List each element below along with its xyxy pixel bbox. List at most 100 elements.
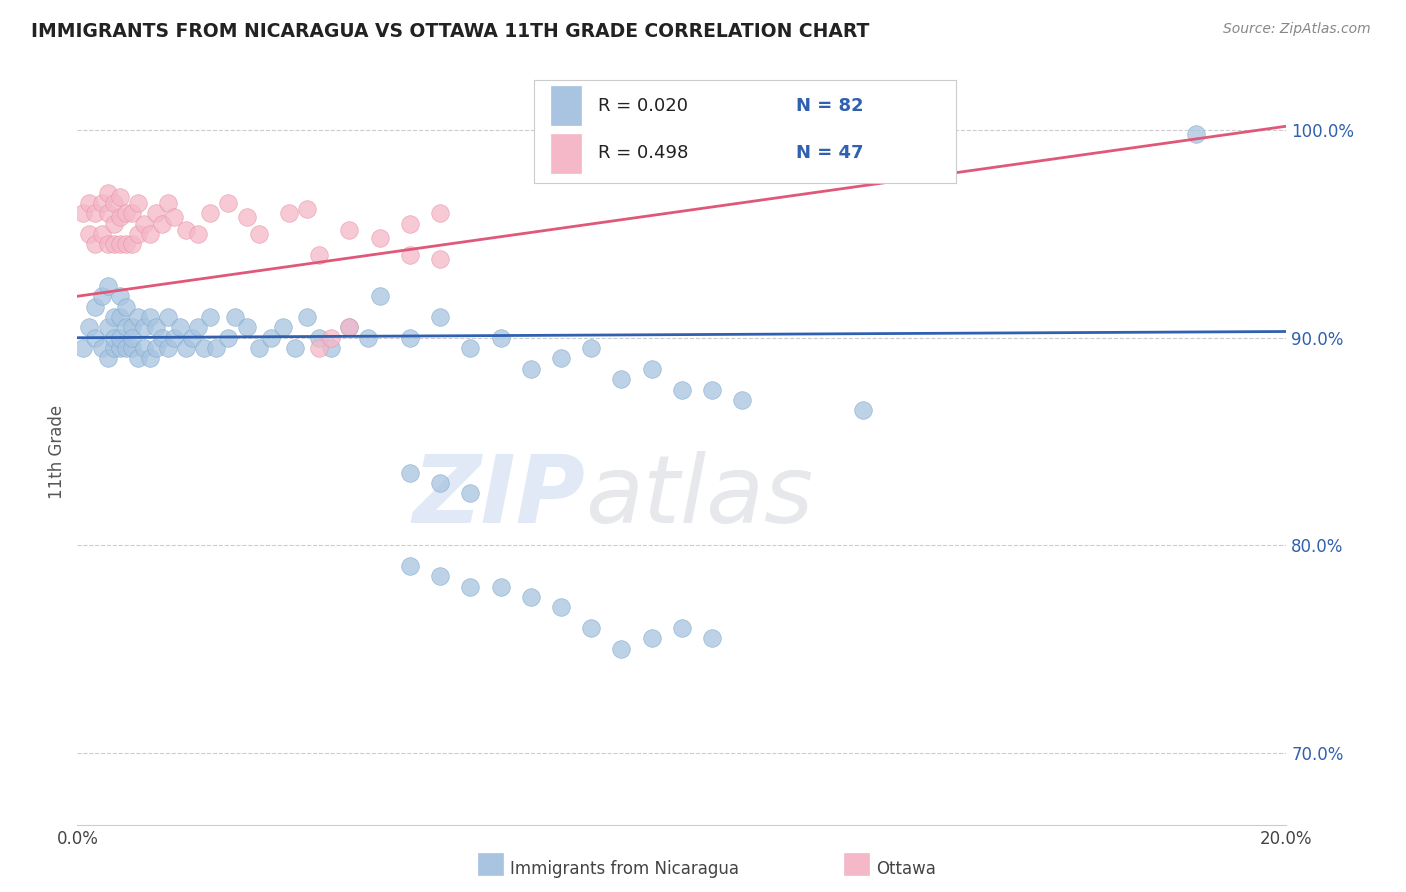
Point — [121, 206, 143, 220]
Point — [72, 206, 94, 220]
Point — [174, 223, 197, 237]
Point — [610, 641, 633, 656]
Point — [90, 341, 112, 355]
Point — [127, 227, 149, 241]
Point — [84, 206, 107, 220]
Point — [520, 590, 543, 604]
Point — [132, 341, 155, 355]
Text: ZIP: ZIP — [412, 450, 585, 542]
Point — [399, 466, 422, 480]
Point — [79, 196, 101, 211]
Point — [278, 206, 301, 220]
Point — [200, 206, 222, 220]
Point — [121, 341, 143, 355]
Point — [235, 320, 257, 334]
Text: Source: ZipAtlas.com: Source: ZipAtlas.com — [1223, 22, 1371, 37]
Point — [150, 331, 173, 345]
Point — [79, 320, 101, 334]
Point — [641, 632, 664, 646]
Point — [218, 196, 240, 211]
Point — [429, 206, 451, 220]
Point — [581, 621, 603, 635]
Point — [429, 475, 451, 490]
Point — [610, 372, 633, 386]
Point — [96, 206, 118, 220]
Point — [187, 227, 209, 241]
Point — [247, 227, 270, 241]
Point — [399, 331, 422, 345]
Point — [121, 320, 143, 334]
Point — [284, 341, 307, 355]
Point — [550, 351, 572, 366]
Point — [114, 341, 136, 355]
Point — [187, 320, 209, 334]
Point — [114, 300, 136, 314]
Point — [127, 310, 149, 324]
Point — [84, 300, 107, 314]
Point — [150, 217, 173, 231]
Text: R = 0.498: R = 0.498 — [598, 145, 688, 162]
Point — [145, 206, 167, 220]
Point — [163, 331, 186, 345]
Point — [308, 248, 330, 262]
Point — [72, 341, 94, 355]
Bar — [551, 87, 581, 126]
Point — [581, 341, 603, 355]
Point — [271, 320, 294, 334]
Point — [127, 196, 149, 211]
Point — [157, 310, 180, 324]
Point — [169, 320, 191, 334]
Point — [108, 289, 131, 303]
Point — [132, 320, 155, 334]
Point — [103, 237, 125, 252]
Point — [139, 227, 162, 241]
Point — [356, 331, 378, 345]
Point — [132, 217, 155, 231]
Point — [114, 206, 136, 220]
Point — [218, 331, 240, 345]
Point — [90, 227, 112, 241]
Point — [79, 227, 101, 241]
Point — [321, 331, 343, 345]
Text: IMMIGRANTS FROM NICARAGUA VS OTTAWA 11TH GRADE CORRELATION CHART: IMMIGRANTS FROM NICARAGUA VS OTTAWA 11TH… — [31, 22, 869, 41]
Point — [520, 362, 543, 376]
Point — [429, 569, 451, 583]
Point — [337, 223, 360, 237]
Point — [108, 310, 131, 324]
Point — [96, 320, 118, 334]
Point — [247, 341, 270, 355]
Point — [295, 202, 318, 216]
Point — [458, 341, 481, 355]
Point — [108, 341, 131, 355]
Y-axis label: 11th Grade: 11th Grade — [48, 405, 66, 499]
Point — [337, 320, 360, 334]
Point — [550, 600, 572, 615]
Point — [96, 237, 118, 252]
Point — [1184, 128, 1206, 142]
Point — [108, 237, 131, 252]
Point — [731, 392, 754, 407]
Point — [103, 331, 125, 345]
Point — [96, 351, 118, 366]
Point — [458, 580, 481, 594]
Point — [205, 341, 228, 355]
Point — [321, 341, 343, 355]
Point — [103, 341, 125, 355]
Point — [96, 279, 118, 293]
Point — [671, 383, 693, 397]
Point — [103, 196, 125, 211]
Point — [157, 341, 180, 355]
Point — [157, 196, 180, 211]
Point — [121, 237, 143, 252]
Point — [181, 331, 204, 345]
Point — [114, 320, 136, 334]
Point — [368, 231, 391, 245]
Bar — [551, 134, 581, 173]
Point — [84, 237, 107, 252]
Point — [641, 362, 664, 376]
Point — [671, 621, 693, 635]
Point — [399, 248, 422, 262]
Point — [792, 128, 814, 142]
Point — [308, 341, 330, 355]
Text: Ottawa: Ottawa — [876, 860, 936, 878]
